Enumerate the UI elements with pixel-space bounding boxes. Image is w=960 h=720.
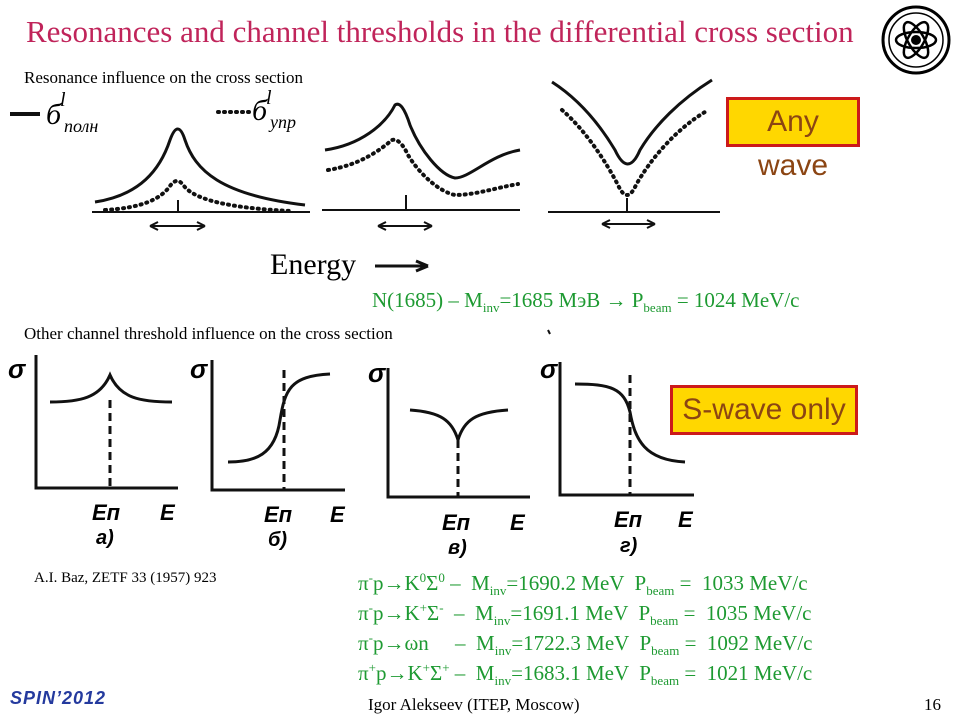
legend-full-sup: l bbox=[60, 89, 66, 111]
author-label: Igor Alekseev (ITEP, Moscow) bbox=[368, 695, 580, 714]
energy-arrow bbox=[375, 259, 429, 273]
legend-full-symbol: б bbox=[46, 98, 62, 131]
resonance-text3: = 1024 MeV/c bbox=[671, 288, 800, 312]
legend-elastic-sub: упр bbox=[268, 112, 296, 132]
energy-axis-label-c: E bbox=[510, 510, 526, 535]
resonance-sub1: inv bbox=[482, 300, 500, 316]
legend-elastic-sup: l bbox=[266, 87, 272, 109]
energy-label: Energy bbox=[270, 248, 357, 281]
threshold-panel-c: σ Eп E в) bbox=[368, 358, 530, 559]
resonance-plot-asymmetric bbox=[322, 102, 521, 231]
resonance-text2: =1685 МэВ → P bbox=[499, 288, 644, 312]
legend-elastic-symbol: б bbox=[252, 94, 268, 127]
any-wave-box: Any wave bbox=[726, 97, 860, 182]
threshold-panel-d: σ Eп E г) bbox=[540, 329, 694, 557]
threshold-panel-a: σ Eп E а) bbox=[8, 354, 178, 549]
energy-axis-label-d: E bbox=[678, 507, 694, 532]
reaction-line: π+p→K+Σ+ – Minv=1683.1 MeV Pbeam = 1021 … bbox=[358, 660, 813, 689]
reaction-line: π-p→ωn – Minv=1722.3 MeV Pbeam = 1092 Me… bbox=[358, 630, 813, 659]
resonance-plot-peak bbox=[92, 127, 310, 231]
resonance-line: N(1685) – Minv=1685 МэВ → Pbeam = 1024 M… bbox=[372, 288, 800, 316]
resonance-plot-dip bbox=[548, 78, 720, 229]
panel-label-c: в) bbox=[448, 537, 467, 559]
threshold-panel-b: σ Eп E б) bbox=[190, 354, 346, 551]
slide-title: Resonances and channel thresholds in the… bbox=[26, 14, 854, 49]
threshold-label-a: Eп bbox=[92, 500, 121, 525]
threshold-label-d: Eп bbox=[614, 507, 643, 532]
panel-label-d: г) bbox=[620, 535, 638, 557]
threshold-label-c: Eп bbox=[442, 510, 471, 535]
threshold-label-b: Eп bbox=[264, 502, 293, 527]
energy-axis-label-a: E bbox=[160, 500, 176, 525]
resonance-sub2: beam bbox=[643, 300, 672, 316]
resonance-text1: N(1685) – M bbox=[372, 288, 483, 312]
reaction-line: π-p→K0Σ0 – Minv=1690.2 MeV Pbeam = 1033 … bbox=[358, 570, 808, 599]
panel-label-b: б) bbox=[268, 529, 287, 551]
energy-axis-label-b: E bbox=[330, 502, 346, 527]
sigma-label-d: σ bbox=[540, 354, 559, 384]
s-wave-only-box: S-wave only bbox=[670, 385, 858, 435]
sigma-label-c: σ bbox=[368, 358, 387, 388]
reaction-line: π-p→K+Σ- – Minv=1691.1 MeV Pbeam = 1035 … bbox=[358, 600, 812, 629]
sigma-label-a: σ bbox=[8, 354, 27, 384]
section2-label: Other channel threshold influence on the… bbox=[24, 324, 393, 343]
conference-label: SPIN’2012 bbox=[10, 688, 107, 708]
legend-full-sub: полн bbox=[64, 116, 98, 136]
citation: A.I. Baz, ZETF 33 (1957) 923 bbox=[34, 570, 217, 586]
section1-label: Resonance influence on the cross section bbox=[24, 68, 303, 87]
page-number: 16 bbox=[924, 695, 941, 714]
panel-label-a: а) bbox=[96, 527, 114, 549]
sigma-label-b: σ bbox=[190, 354, 209, 384]
